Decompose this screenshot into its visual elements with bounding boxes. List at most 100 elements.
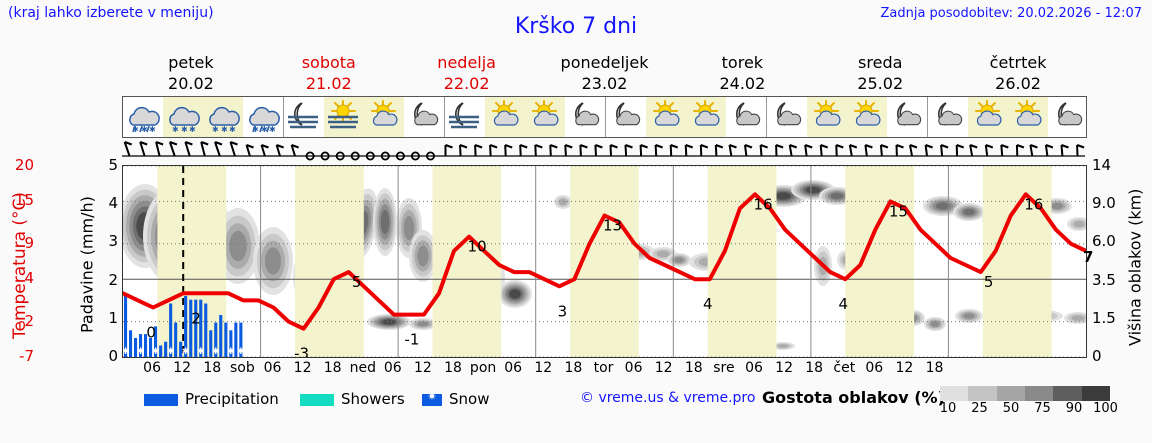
weather-icon-cell-2-3 [565, 97, 605, 137]
temperature-tick-1: 15 [14, 191, 34, 210]
svg-text:✱: ✱ [212, 125, 219, 134]
icon-day-band-3 [606, 97, 767, 137]
moon-cloud-icon [575, 102, 600, 126]
day-header-0: petek 20.02 [122, 52, 260, 96]
legend-showers-label: Showers [341, 390, 405, 408]
cloud-scale-step-0 [940, 386, 969, 401]
temperature-tick-4: -2 [19, 311, 34, 330]
grid-layer [123, 166, 1086, 357]
svg-text:✱: ✱ [181, 125, 188, 134]
precipitation-tick-0: 5 [108, 156, 118, 174]
svg-text:✱: ✱ [212, 347, 220, 357]
day-name: ponedeljek [560, 53, 649, 72]
precipitation-tick-5: 0 [108, 347, 118, 365]
legend-precipitation: Precipitation [144, 390, 279, 408]
temperature-tick-3: 4 [24, 269, 34, 288]
weather-icon-cell-5-0 [928, 97, 968, 137]
svg-text:✱: ✱ [189, 125, 196, 134]
temperature-extra-tick: 7 [1083, 247, 1094, 266]
temp-extreme-label: 16 [1024, 195, 1043, 213]
svg-text:✱: ✱ [269, 125, 276, 134]
showers-swatch [300, 393, 334, 406]
cloud-scale-step-3 [1024, 386, 1054, 401]
x-tick-18: 18 [684, 360, 703, 376]
cloud-rain-icon: ✱ ✱ ✱ [249, 106, 280, 134]
temp-extreme-label: 4 [839, 295, 849, 313]
icon-day-band-2 [445, 97, 606, 137]
legend-snow: Snow [422, 390, 489, 408]
moon-cloud-icon [736, 102, 761, 126]
weather-icon-cell-3-0 [606, 97, 646, 137]
sun-cloud-icon [653, 100, 680, 126]
moon-cloud-icon [616, 102, 641, 126]
temp-extreme-label: 13 [603, 217, 622, 235]
sun-cloud-icon [371, 100, 398, 126]
forecast-plot-area: ✱ ✱ ✱ ✱ ✱ ✱ ✱ ✱ ✱ 0 2 -3 5 -1 10 3 13 4 16 4 15 5 16 [122, 165, 1087, 358]
svg-text:✱: ✱ [252, 125, 259, 134]
day-header-2: nedelja 22.02 [398, 52, 536, 96]
precipitation-tick-2: 3 [108, 232, 118, 251]
svg-text:✱: ✱ [197, 347, 205, 357]
weather-icon-cell-4-2 [847, 97, 887, 137]
weather-icon-cell-2-2 [525, 97, 565, 137]
x-tick-23: čet [833, 360, 856, 376]
day-header-row: petek 20.02 sobota 21.02 nedelja 22.02 ponedel… [122, 52, 1087, 96]
x-tick-1: 12 [173, 360, 192, 376]
menu-hint-text: (kraj lahko izberete v meniju) [8, 5, 214, 21]
svg-text:✱: ✱ [221, 125, 228, 134]
moon-cloud-icon [414, 102, 439, 126]
day-name: četrtek [989, 53, 1047, 72]
temp-extreme-label: 10 [468, 238, 487, 256]
x-tick-17: 12 [654, 360, 673, 376]
x-tick-0: 06 [143, 360, 162, 376]
cloud-scale-label-5: 100 [1093, 401, 1118, 416]
x-tick-21: 12 [775, 360, 794, 376]
x-tick-6: 18 [323, 360, 342, 376]
day-date: 21.02 [305, 74, 352, 93]
cloud-scale-step-5 [1081, 386, 1110, 401]
weather-icon-cell-2-1 [485, 97, 525, 137]
day-header-5: sreda 25.02 [811, 52, 949, 96]
day-date: 25.02 [857, 74, 904, 93]
sun-cloud-icon [854, 100, 881, 126]
temp-extreme-label: 5 [984, 273, 994, 291]
weather-icon-cell-5-1 [968, 97, 1008, 137]
x-tick-16: 06 [624, 360, 643, 376]
day-date: 26.02 [995, 74, 1041, 93]
day-header-4: torek 24.02 [673, 52, 811, 96]
snow-swatch [422, 390, 442, 406]
temp-extreme-label: -3 [294, 345, 309, 358]
x-tick-19: sre [713, 360, 735, 376]
weather-icon-cell-4-1 [807, 97, 847, 137]
cloud-scale-step-4 [1053, 386, 1082, 401]
sun-cloud-icon [975, 100, 1002, 126]
svg-text:✱: ✱ [167, 347, 175, 357]
day-date: 24.02 [719, 74, 766, 93]
weather-icon-cell-5-2 [1008, 97, 1048, 137]
x-axis-tick-labels: 06 12 18 sob 06 12 18 ned 06 12 18 pon 06 12 18 tor 06 12… [122, 360, 1087, 380]
cloud-scale-step-1 [968, 386, 997, 401]
precipitation-axis-title: Padavine (mm/h) [77, 196, 97, 334]
temp-extreme-label: 2 [191, 309, 201, 327]
weather-icon-cell-0-0: ✱ ✱ ✱ [123, 97, 163, 137]
weather-icon-strip: ✱ ✱ ✱ ✱ ✱ ✱ ✱ ✱ ✱ ✱ ✱ ✱ [122, 96, 1087, 138]
x-tick-10: 18 [444, 360, 462, 376]
day-header-1: sobota 21.02 [260, 52, 398, 96]
weather-icon-cell-0-1: ✱ ✱ ✱ [163, 97, 203, 137]
moon-cloud-icon [938, 102, 963, 126]
cloud-snow-icon: ✱ ✱ ✱ [169, 106, 200, 134]
sun-cloud-icon [693, 100, 720, 126]
day-header-6: četrtek 26.02 [949, 52, 1087, 96]
cloud-height-tick-0: 14 [1092, 156, 1112, 174]
cloud-height-tick-2: 6.0 [1092, 232, 1116, 251]
svg-text:✱: ✱ [137, 347, 145, 357]
temperature-label-layer: 0 2 -3 5 -1 10 3 13 4 16 4 15 5 16 [146, 195, 1043, 358]
weather-icon-cell-2-0 [445, 97, 485, 137]
svg-text:✱: ✱ [122, 347, 129, 357]
cloud-height-tick-4: 1.5 [1092, 308, 1116, 327]
copyright-link[interactable]: © vreme.us & vreme.pro [580, 390, 756, 406]
cloud-scale-label-4: 90 [1065, 401, 1083, 416]
day-date: 23.02 [581, 74, 628, 93]
temp-extreme-label: 16 [753, 195, 772, 213]
weather-icon-cell-4-0 [767, 97, 807, 137]
